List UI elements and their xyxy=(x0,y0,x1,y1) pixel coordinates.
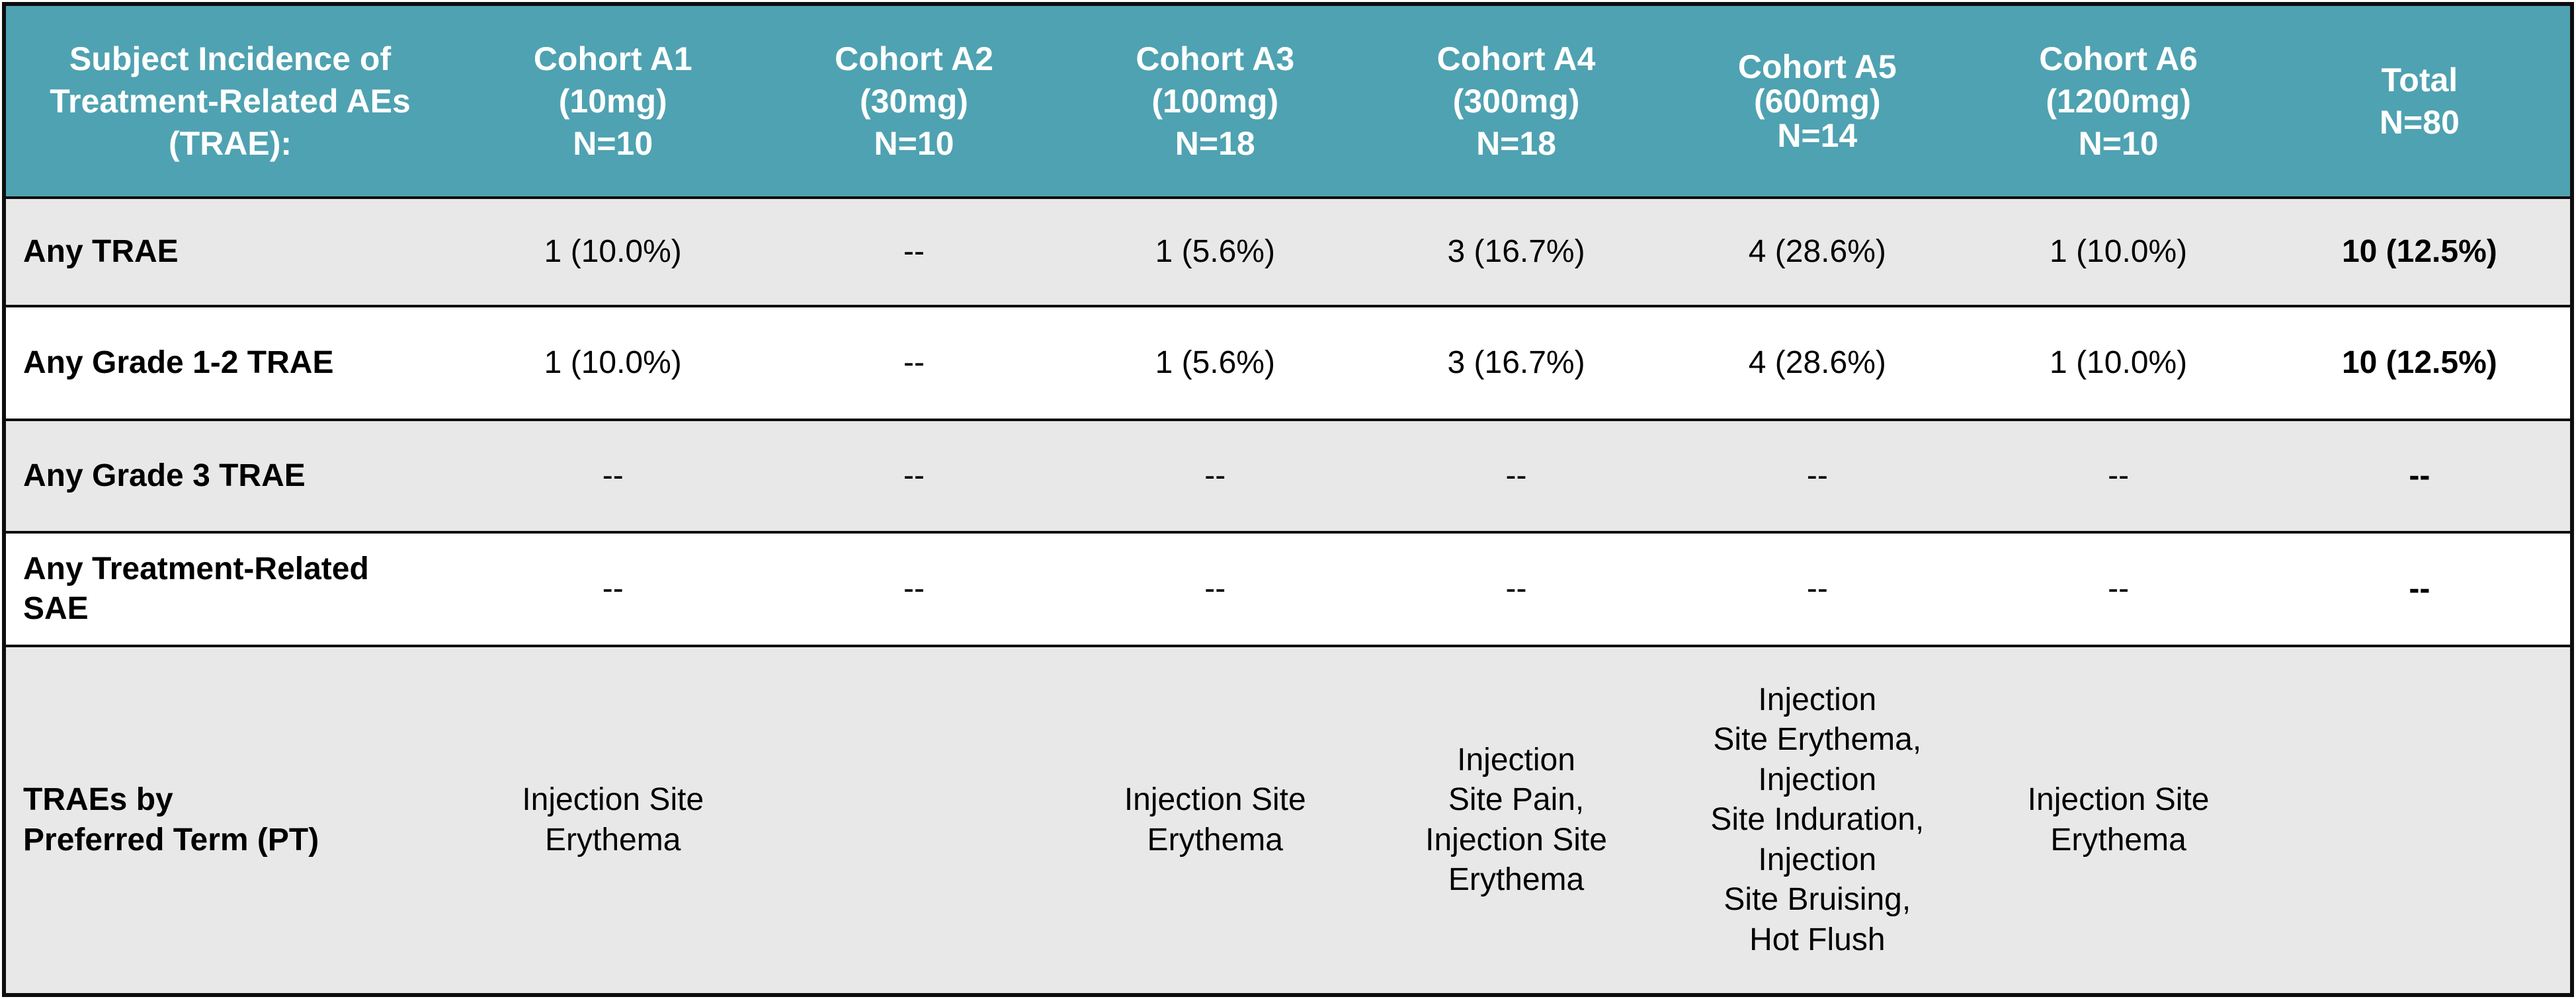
cell-sae-a2: -- xyxy=(903,571,925,606)
cell-any-trae-a6: 1 (10.0%) xyxy=(2050,233,2188,269)
column-header-cohort-a4: Cohort A4 (300mg) N=18 xyxy=(1436,40,1596,162)
cell-pt-a1: Injection Site Erythema xyxy=(522,782,704,858)
cell-pt-a3: Injection Site Erythema xyxy=(1124,782,1306,858)
row-traes-by-preferred-term: TRAEs by Preferred Term (PT) Injection S… xyxy=(6,645,2570,993)
cell-grade3-a5: -- xyxy=(1806,458,1828,493)
cell-grade3-a6: -- xyxy=(2108,458,2130,493)
cell-sae-a5: -- xyxy=(1806,571,1828,606)
cell-grade3-a3: -- xyxy=(1204,458,1226,493)
cell-grade12-a1: 1 (10.0%) xyxy=(544,344,682,380)
cell-sae-a4: -- xyxy=(1505,571,1527,606)
cell-pt-total xyxy=(2269,647,2570,993)
column-header-cohort-a1: Cohort A1 (10mg) N=10 xyxy=(533,40,692,162)
row-any-grade-1-2-trae: Any Grade 1-2 TRAE 1 (10.0%) -- 1 (5.6%)… xyxy=(6,305,2570,419)
cell-grade3-a1: -- xyxy=(602,458,624,493)
cell-pt-a4: Injection Site Pain, Injection Site Eryt… xyxy=(1425,742,1607,897)
cell-any-trae-a2: -- xyxy=(903,233,925,269)
cell-grade12-a5: 4 (28.6%) xyxy=(1748,344,1886,380)
row-label: Any TRAE xyxy=(23,233,179,269)
row-label: TRAEs by Preferred Term (PT) xyxy=(23,782,319,858)
column-header-total: Total N=80 xyxy=(2379,61,2460,141)
row-label: Any Grade 3 TRAE xyxy=(23,458,306,493)
cell-grade12-total: 10 (12.5%) xyxy=(2341,344,2497,380)
header-row: Subject Incidence of Treatment-Related A… xyxy=(6,6,2570,196)
column-header-cohort-a2: Cohort A2 (30mg) N=10 xyxy=(835,40,993,162)
row-label: Any Treatment-Related SAE xyxy=(23,551,369,626)
cell-grade12-a3: 1 (5.6%) xyxy=(1155,344,1275,380)
cell-sae-a1: -- xyxy=(602,571,624,606)
cell-sae-a6: -- xyxy=(2108,571,2130,606)
cell-any-trae-total: 10 (12.5%) xyxy=(2341,233,2497,269)
cell-any-trae-a1: 1 (10.0%) xyxy=(544,233,682,269)
column-header-cohort-a5: Cohort A5 (600mg) N=14 xyxy=(1737,48,1897,154)
row-any-trae: Any TRAE 1 (10.0%) -- 1 (5.6%) 3 (16.7%)… xyxy=(6,196,2570,305)
cell-any-trae-a5: 4 (28.6%) xyxy=(1748,233,1886,269)
row-any-treatment-related-sae: Any Treatment-Related SAE -- -- -- -- --… xyxy=(6,531,2570,645)
column-header-cohort-a6: Cohort A6 (1200mg) N=10 xyxy=(2039,40,2198,162)
row-label: Any Grade 1-2 TRAE xyxy=(23,344,334,380)
column-header-cohort-a3: Cohort A3 (100mg) N=18 xyxy=(1136,40,1295,162)
row-any-grade-3-trae: Any Grade 3 TRAE -- -- -- -- -- -- -- xyxy=(6,419,2570,531)
cell-pt-a2 xyxy=(763,647,1064,993)
cell-grade12-a4: 3 (16.7%) xyxy=(1447,344,1585,380)
cell-grade3-a2: -- xyxy=(903,458,925,493)
cell-grade12-a6: 1 (10.0%) xyxy=(2050,344,2188,380)
table-title-cell: Subject Incidence of Treatment-Related A… xyxy=(50,40,411,162)
cell-pt-a5: Injection Site Erythema, Injection Site … xyxy=(1710,682,1925,957)
cell-grade3-total: -- xyxy=(2409,458,2431,493)
cell-sae-total: -- xyxy=(2409,571,2431,606)
cell-pt-a6: Injection Site Erythema xyxy=(2027,782,2210,858)
cell-any-trae-a4: 3 (16.7%) xyxy=(1447,233,1585,269)
cell-grade3-a4: -- xyxy=(1505,458,1527,493)
cell-sae-a3: -- xyxy=(1204,571,1226,606)
cell-any-trae-a3: 1 (5.6%) xyxy=(1155,233,1275,269)
cell-grade12-a2: -- xyxy=(903,344,925,380)
